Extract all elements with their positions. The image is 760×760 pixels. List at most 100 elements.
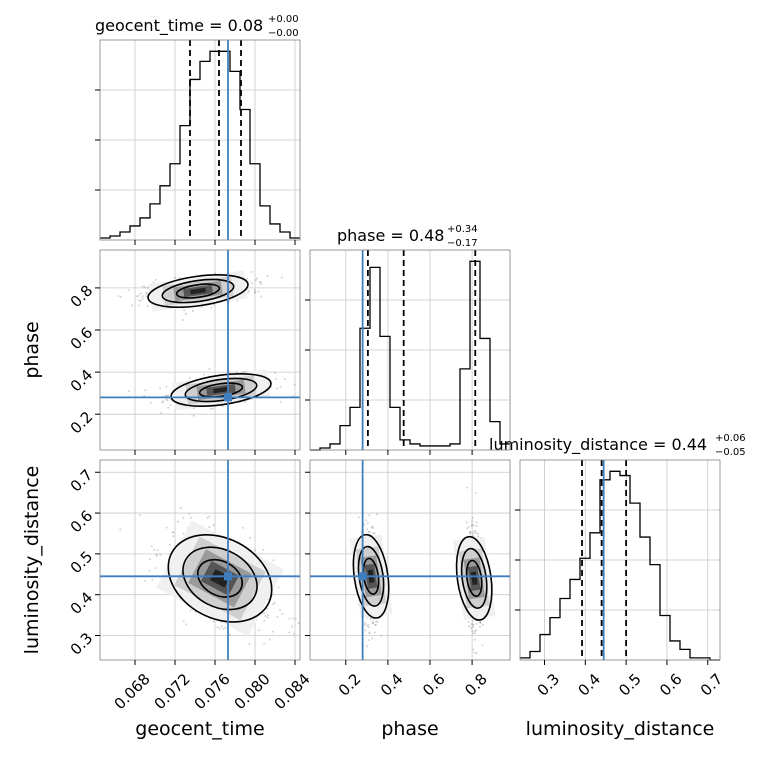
title-phase: phase = 0.48 +0.34 −0.17 — [337, 224, 478, 249]
scatter-point — [366, 522, 369, 525]
histogram-step — [310, 260, 510, 451]
scatter-point — [159, 412, 162, 415]
scatter-point — [210, 306, 213, 309]
scatter-point — [141, 285, 144, 288]
title-phase-main: phase = 0.48 — [337, 226, 444, 245]
scatter-point — [366, 624, 369, 627]
scatter-point — [159, 387, 162, 390]
scatter-point — [263, 612, 266, 615]
x-tick-label: 0.076 — [191, 670, 234, 713]
contour-level — [352, 533, 390, 619]
scatter-point — [162, 400, 165, 403]
scatter-point — [262, 548, 265, 551]
scatter-point — [127, 289, 130, 292]
scatter-point — [293, 383, 296, 386]
scatter-point — [274, 371, 277, 374]
scatter-point — [141, 297, 144, 300]
scatter-point — [471, 632, 474, 635]
scatter-point — [371, 637, 374, 640]
scatter-point — [275, 378, 278, 381]
scatter-point — [263, 642, 266, 645]
scatter-point — [375, 620, 378, 623]
scatter-point — [472, 623, 475, 626]
scatter-point — [139, 514, 142, 517]
scatter-point — [364, 622, 367, 625]
scatter-point — [167, 394, 170, 397]
scatter-point — [200, 306, 203, 309]
scatter-point — [368, 530, 371, 533]
scatter-point — [279, 385, 282, 388]
joint-body — [100, 250, 300, 450]
scatter-point — [368, 530, 371, 533]
scatter-point — [165, 394, 168, 397]
scatter-point — [369, 618, 372, 621]
scatter-point — [479, 622, 482, 625]
scatter-point — [165, 397, 168, 400]
scatter-point — [468, 531, 471, 534]
scatter-point — [165, 385, 168, 388]
scatter-point — [477, 532, 480, 535]
scatter-point — [372, 621, 375, 624]
scatter-point — [253, 288, 256, 291]
xlabel-phase: phase — [381, 718, 438, 740]
scatter-point — [477, 535, 480, 538]
scatter-point — [149, 401, 152, 404]
scatter-point — [253, 291, 256, 294]
scatter-point — [471, 520, 474, 523]
scatter-point — [470, 524, 473, 527]
scatter-point — [473, 638, 476, 641]
scatter-point — [150, 545, 153, 548]
x-tick-label: 0.4 — [574, 670, 604, 700]
scatter-point — [209, 407, 212, 410]
scatter-point — [241, 526, 244, 529]
scatter-point — [179, 507, 182, 510]
scatter-point — [266, 616, 269, 619]
scatter-point — [364, 629, 367, 632]
scatter-point — [471, 516, 474, 519]
scatter-point — [473, 629, 476, 632]
truth-marker — [224, 572, 232, 581]
scatter-point — [146, 304, 149, 307]
scatter-point — [159, 554, 162, 557]
scatter-point — [161, 401, 164, 404]
scatter-point — [139, 299, 142, 302]
x-tick-label: 0.6 — [656, 670, 686, 700]
scatter-point — [190, 517, 193, 520]
scatter-point — [475, 622, 478, 625]
scatter-point — [220, 625, 223, 628]
scatter-point — [164, 394, 167, 397]
scatter-point — [467, 525, 470, 528]
scatter-point — [364, 519, 367, 522]
title-luminosity-distance-minus: −0.05 — [715, 447, 746, 458]
scatter-point — [368, 631, 371, 634]
scatter-point — [185, 623, 188, 626]
histogram-step — [520, 470, 720, 661]
y-tick-label: 0.6 — [67, 324, 97, 354]
scatter-point — [188, 512, 191, 515]
scatter-point — [119, 528, 122, 531]
scatter-point — [472, 524, 475, 527]
scatter-point — [291, 625, 294, 628]
title-geocent-time-main: geocent_time = 0.08 — [95, 16, 263, 36]
scatter-point — [256, 277, 259, 280]
scatter-point — [266, 614, 269, 617]
scatter-point — [155, 554, 158, 557]
scatter-point — [376, 620, 379, 623]
y-tick-label: 0.2 — [67, 408, 97, 438]
scatter-point — [475, 629, 478, 632]
hist-panel-luminosity_distance: 0.3 0.4 0.5 0.6 0.7 — [515, 459, 726, 700]
y-tick-label: 0.6 — [67, 507, 97, 537]
y-tick-label: 0.3 — [67, 629, 97, 659]
scatter-point — [469, 532, 472, 535]
density-block — [209, 569, 231, 588]
scatter-point — [280, 276, 283, 279]
scatter-point — [472, 625, 475, 628]
x-tick-label: 0.080 — [231, 670, 274, 713]
scatter-point — [174, 276, 177, 279]
scatter-point — [131, 304, 134, 307]
scatter-point — [471, 623, 474, 626]
scatter-point — [263, 619, 266, 622]
scatter-point — [367, 626, 370, 629]
scatter-point — [372, 532, 375, 535]
